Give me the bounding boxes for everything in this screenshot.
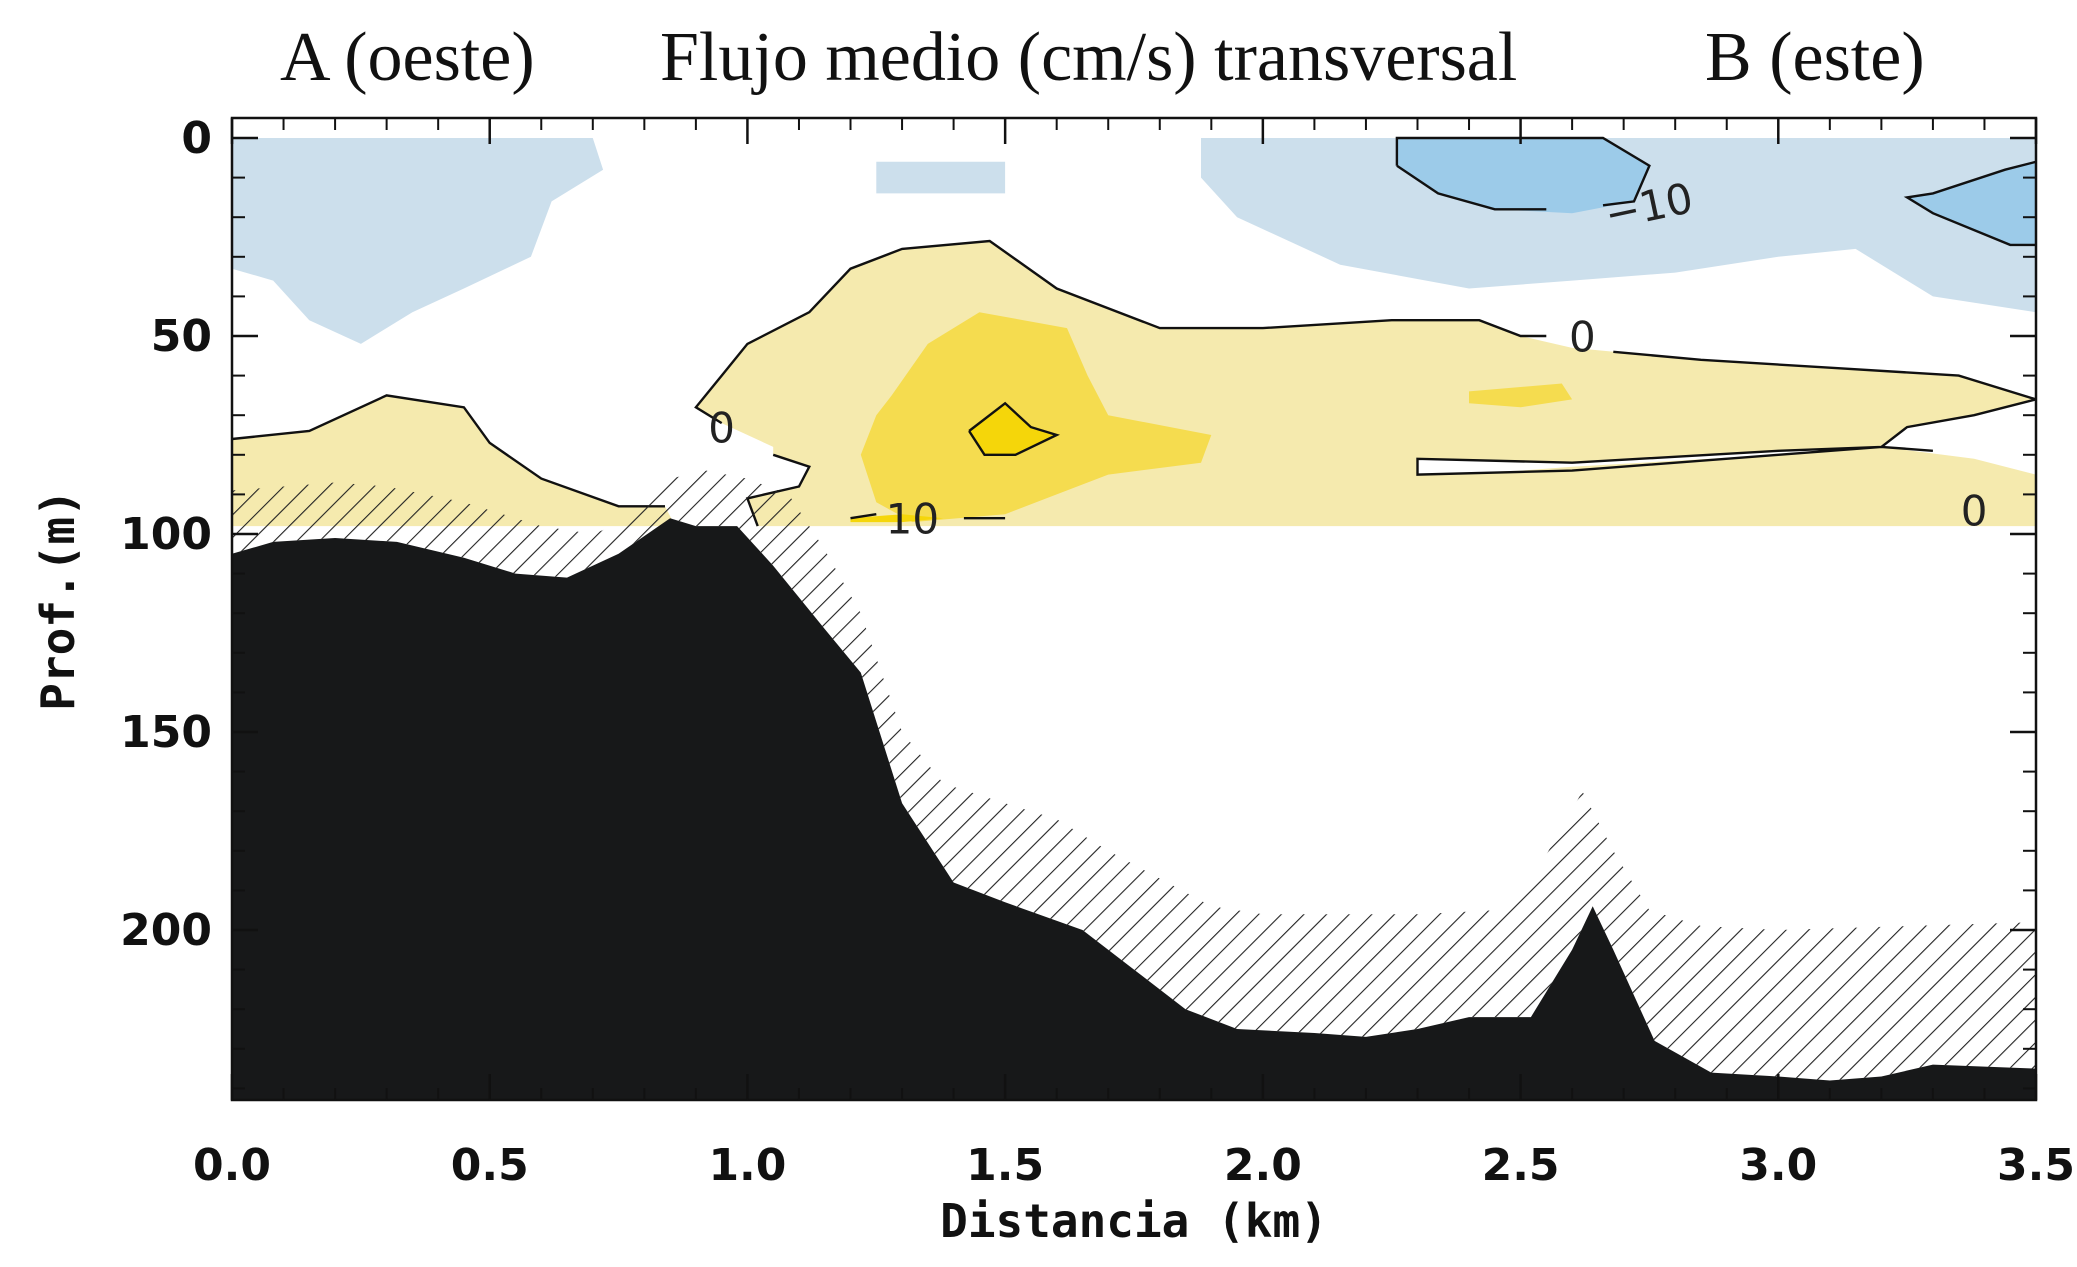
y-tick-label: 200: [120, 905, 212, 956]
velocity-region-pos-mid: [860, 312, 1212, 523]
contour-line-level-0: [1416, 350, 2036, 476]
x-tick-label: 2.5: [1482, 1140, 1560, 1191]
y-tick-label: 100: [120, 509, 212, 560]
x-tick-label: 1.0: [708, 1140, 786, 1191]
x-axis-label: Distancia (km): [940, 1194, 1328, 1248]
hatched-uncertainty-band: [232, 470, 2036, 1081]
contour-line-level--10: [1903, 160, 2036, 247]
y-axis-label: Prof.(m): [31, 489, 85, 711]
x-tick-label: 0.5: [451, 1140, 529, 1191]
velocity-region-neg-strong: [1907, 161, 2036, 245]
bathymetry-seafloor: [232, 518, 2036, 1100]
x-tick-label: 3.0: [1739, 1140, 1817, 1191]
velocity-region-pos-strong: [850, 514, 944, 523]
contour-line-level-0: [232, 394, 665, 508]
contour-line-level--10: [1396, 164, 1547, 211]
x-tick-label: 1.5: [966, 1140, 1044, 1191]
x-axis-ticks: 0.0 0.5 1.0 1.5 2.0 2.5 3.0 3.5: [193, 118, 2075, 1191]
title-right: B (este): [1705, 19, 1925, 96]
contour-label: 0: [1569, 312, 1596, 361]
velocity-region-neg-strong: [1396, 138, 1650, 214]
contour-line-level-10: [968, 401, 1060, 456]
contour-line-level-0: [694, 239, 1547, 425]
velocity-region-neg-weak: [876, 161, 1006, 194]
plot-area: [232, 136, 2036, 1100]
contour-line-level-10: [850, 513, 877, 520]
x-tick-label: 0.0: [193, 1140, 271, 1191]
y-tick-label: 150: [120, 707, 212, 758]
y-tick-label: 0: [181, 113, 212, 164]
contour-label: 10: [886, 495, 939, 544]
contour-label: 0: [1961, 487, 1988, 536]
x-tick-label: 2.0: [1224, 1140, 1302, 1191]
velocity-fill-regions: [232, 138, 2036, 527]
x-tick-label: 3.5: [1997, 1140, 2075, 1191]
contour-line-level--10: [1395, 136, 1651, 207]
title-left: A (oeste): [280, 19, 535, 96]
contour-label: 0: [708, 404, 735, 453]
contour-lines: [232, 136, 2036, 527]
chart-title: Flujo medio (cm/s) transversal: [660, 19, 1517, 96]
velocity-region-pos-mid: [1469, 383, 1573, 408]
plot-frame: [230, 116, 2038, 1102]
velocity-region-neg-weak: [232, 138, 604, 344]
velocity-region-pos-strong: [969, 403, 1057, 455]
velocity-region-neg-weak: [1201, 138, 2036, 313]
y-tick-label: 50: [151, 311, 212, 362]
